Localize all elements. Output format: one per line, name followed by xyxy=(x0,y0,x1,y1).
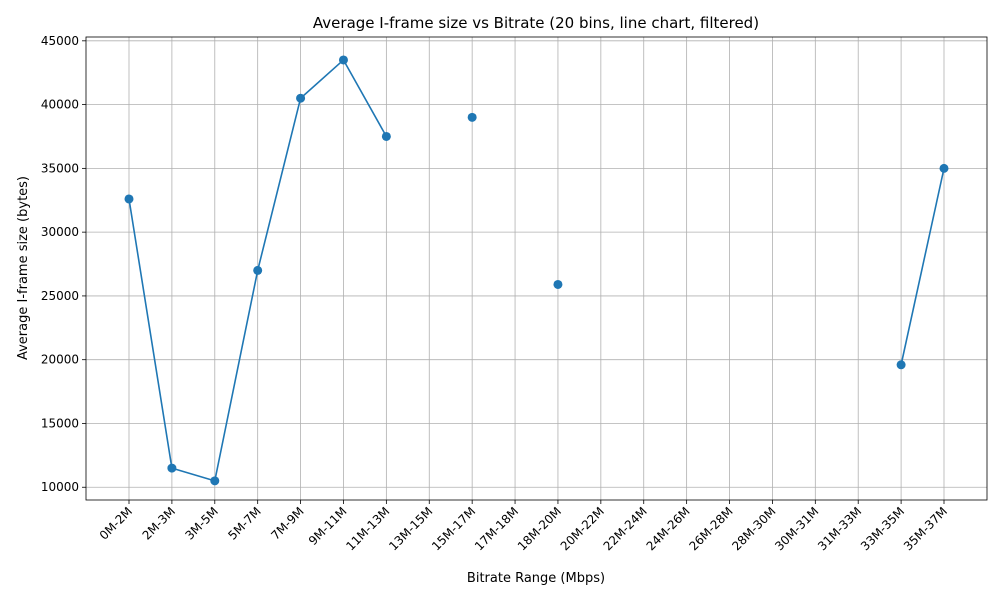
data-point xyxy=(467,112,477,122)
x-axis-label: Bitrate Range (Mbps) xyxy=(467,571,605,586)
y-tick-label: 35000 xyxy=(41,161,79,175)
y-tick-label: 40000 xyxy=(41,98,79,112)
data-point xyxy=(338,55,348,65)
data-point xyxy=(553,279,563,289)
y-tick-label: 15000 xyxy=(41,416,79,430)
data-point xyxy=(253,265,263,275)
series-line-segment xyxy=(900,168,945,365)
gridlines xyxy=(86,37,987,500)
data-point xyxy=(210,476,220,486)
y-tick-label: 10000 xyxy=(41,480,79,494)
data-point xyxy=(939,163,949,173)
data-point xyxy=(896,360,906,370)
series-layer xyxy=(124,55,949,486)
data-point xyxy=(296,93,306,103)
y-axis: 10000 15000 20000 25000 30000 35000 40000 45000 xyxy=(41,34,86,494)
y-tick-label: 25000 xyxy=(41,289,79,303)
y-tick-label: 30000 xyxy=(41,225,79,239)
data-point xyxy=(124,194,134,204)
data-point xyxy=(167,463,177,473)
chart-title: Average I-frame size vs Bitrate (20 bins… xyxy=(313,14,759,32)
plot-area-frame xyxy=(85,36,988,501)
data-point xyxy=(381,131,391,141)
y-tick-label: 20000 xyxy=(41,353,79,367)
y-tick-label: 45000 xyxy=(41,34,79,48)
y-axis-label: Average I-frame size (bytes) xyxy=(16,176,31,360)
